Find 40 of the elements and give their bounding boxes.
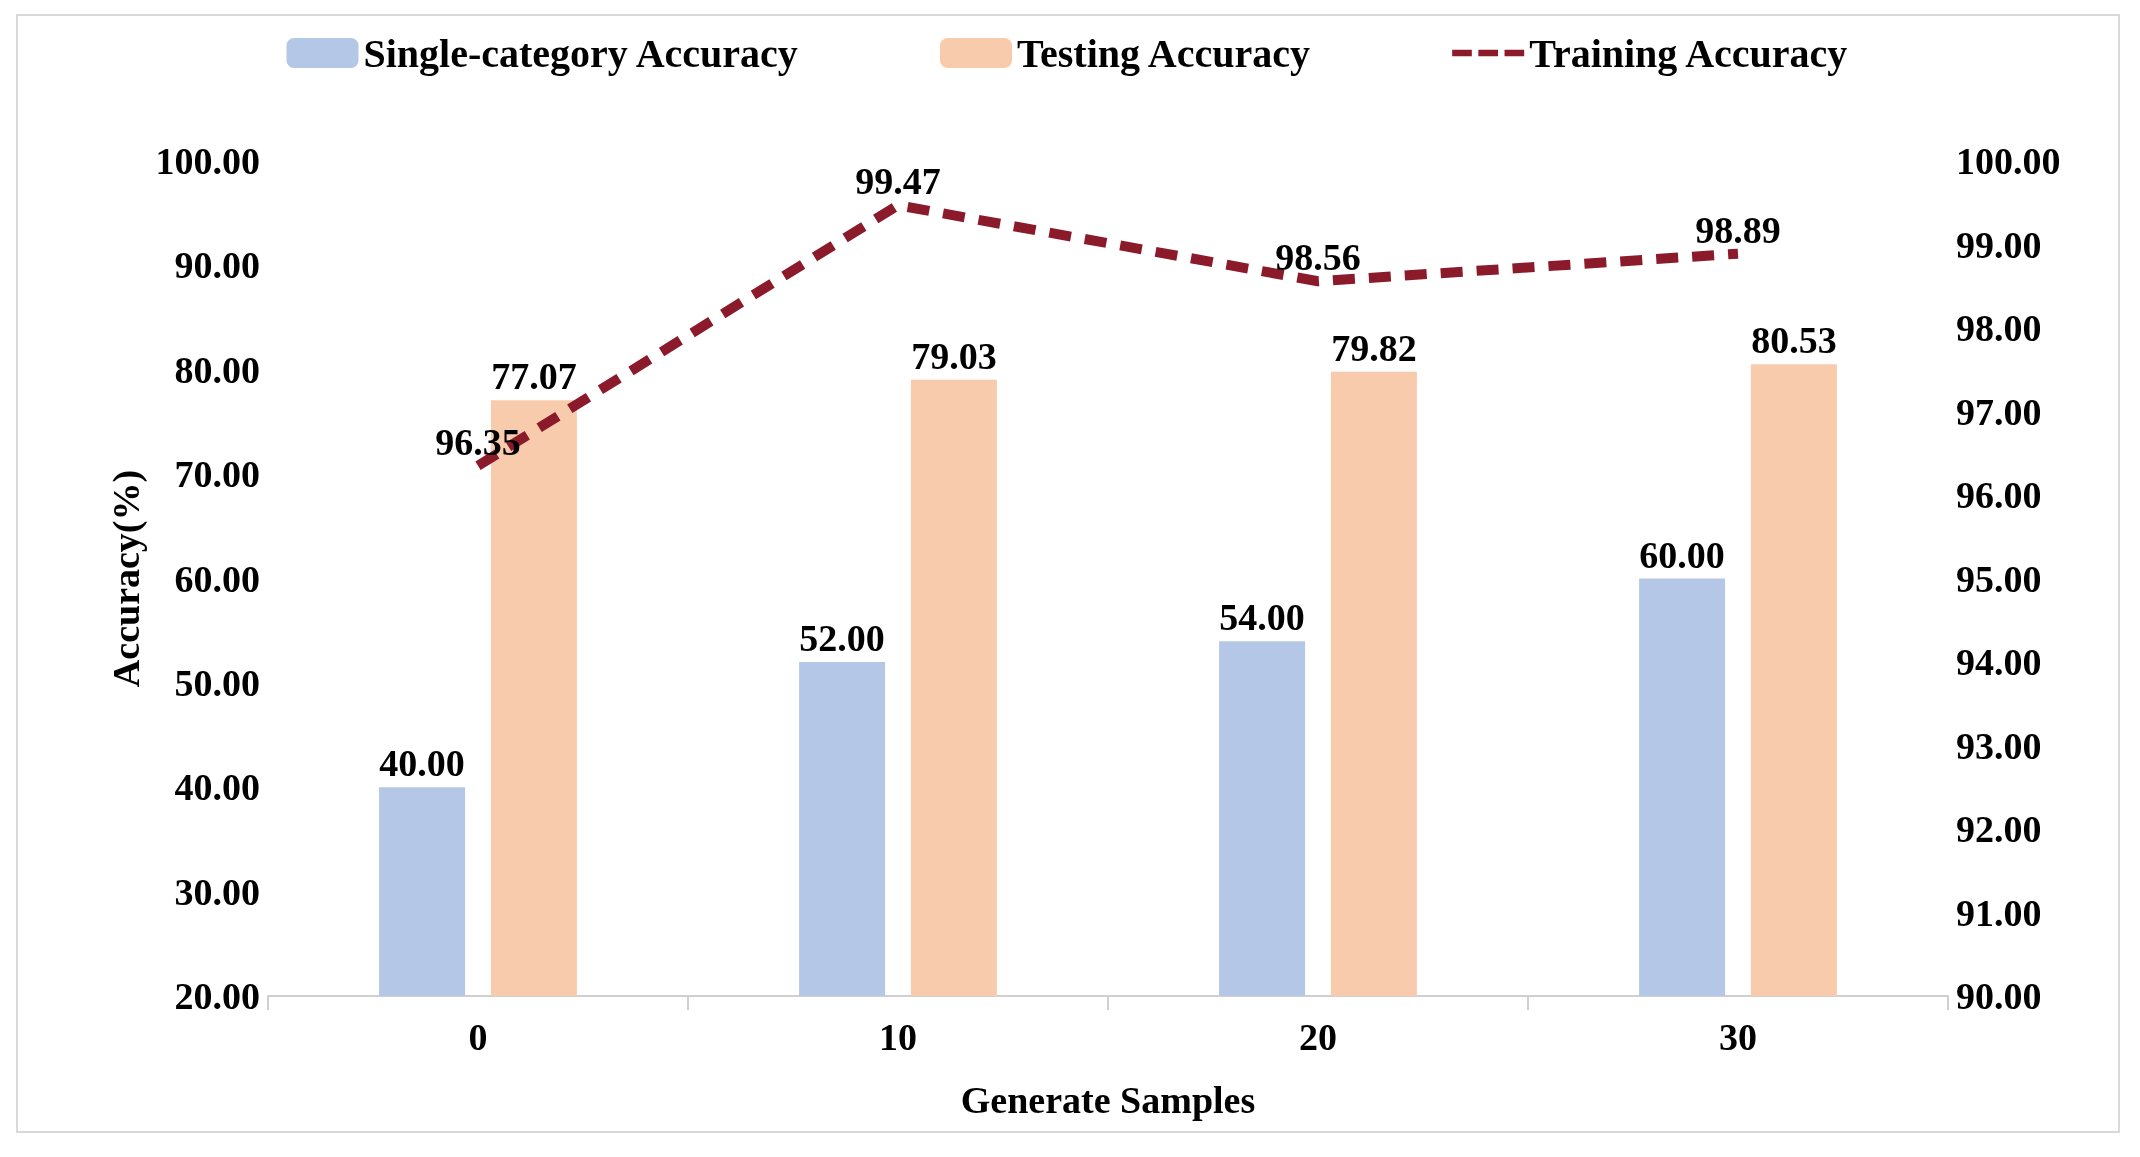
y2-tick-label: 98.00 bbox=[1956, 307, 2042, 349]
data-label: 79.82 bbox=[1331, 326, 1417, 369]
y-tick-label: 100.00 bbox=[155, 140, 260, 182]
data-label: 80.53 bbox=[1751, 319, 1837, 362]
y-tick-label: 70.00 bbox=[174, 453, 260, 496]
y-tick-label: 90.00 bbox=[174, 244, 260, 287]
y-tick-label: 60.00 bbox=[174, 557, 260, 600]
data-label: 40.00 bbox=[379, 742, 465, 785]
x-tick-label: 0 bbox=[468, 1016, 488, 1058]
y2-tick-label: 92.00 bbox=[1956, 808, 2042, 850]
y2-tick-label: 100.00 bbox=[1956, 140, 2061, 182]
x-tick-label: 30 bbox=[1719, 1016, 1757, 1058]
data-label: 54.00 bbox=[1219, 596, 1305, 639]
x-axis-title: Generate Samples bbox=[960, 1079, 1256, 1121]
legend-label: Testing Accuracy bbox=[1017, 30, 1310, 76]
y-tick-label: 80.00 bbox=[174, 348, 260, 391]
y2-tick-label: 96.00 bbox=[1956, 474, 2042, 516]
legend-label: Training Accuracy bbox=[1529, 30, 1848, 76]
y2-tick-label: 99.00 bbox=[1956, 223, 2042, 266]
data-label: 98.89 bbox=[1695, 208, 1781, 251]
y2-tick-label: 93.00 bbox=[1956, 724, 2042, 767]
y-tick-label: 30.00 bbox=[174, 870, 260, 913]
y-tick-label: 40.00 bbox=[174, 766, 260, 809]
y2-tick-label: 91.00 bbox=[1956, 891, 2042, 934]
y2-tick-label: 95.00 bbox=[1956, 557, 2042, 600]
y-tick-label: 20.00 bbox=[174, 975, 260, 1017]
y2-tick-label: 94.00 bbox=[1956, 641, 2042, 683]
data-label: 52.00 bbox=[799, 617, 885, 659]
y2-tick-label: 90.00 bbox=[1956, 975, 2042, 1017]
legend-label: Single-category Accuracy bbox=[363, 30, 798, 76]
y-tick-label: 50.00 bbox=[174, 661, 260, 704]
y2-tick-label: 97.00 bbox=[1956, 390, 2042, 433]
data-label: 99.47 bbox=[855, 160, 941, 203]
x-tick-label: 20 bbox=[1299, 1016, 1337, 1058]
data-label: 79.03 bbox=[911, 334, 997, 377]
data-label: 60.00 bbox=[1639, 533, 1725, 576]
data-label: 98.56 bbox=[1275, 236, 1361, 279]
data-label: 77.07 bbox=[491, 355, 577, 398]
y-axis-title: Accuracy(%) bbox=[104, 469, 148, 688]
x-tick-label: 10 bbox=[879, 1016, 917, 1058]
